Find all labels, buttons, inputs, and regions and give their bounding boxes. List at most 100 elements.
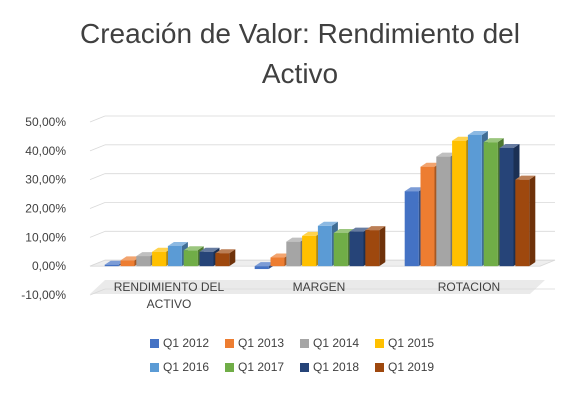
bar-top <box>286 237 307 242</box>
legend-item: Q1 2019 <box>375 360 450 374</box>
bar-top <box>136 252 157 257</box>
legend-swatch <box>225 338 234 348</box>
gridline-depth <box>89 202 106 209</box>
legend-label: Q1 2012 <box>163 336 210 350</box>
bar-front <box>515 179 530 267</box>
gridline-depth <box>89 230 106 238</box>
legend-label: Q1 2015 <box>388 336 435 350</box>
bar-front <box>183 250 198 267</box>
bar-top <box>436 152 457 157</box>
y-tick-label: -10,00% <box>21 288 66 302</box>
bar-top <box>499 143 520 148</box>
bar-top <box>404 187 425 192</box>
legend-label: Q1 2017 <box>238 360 285 374</box>
legend-item: Q1 2017 <box>225 360 300 374</box>
bar-top <box>333 229 354 234</box>
bar-top <box>349 227 370 232</box>
legend-swatch <box>150 362 159 372</box>
bar-top <box>302 231 323 236</box>
bar-front <box>215 253 230 267</box>
x-category-label: ROTACION <box>438 280 500 294</box>
bar-top <box>452 136 473 141</box>
bar-front <box>120 260 135 267</box>
bar-front <box>167 245 182 267</box>
bar-front <box>270 257 285 267</box>
legend-label: Q1 2014 <box>313 336 360 350</box>
bar-top <box>467 130 488 135</box>
bar-top <box>120 256 141 261</box>
legend-label: Q1 2016 <box>163 360 210 374</box>
bar-front <box>483 142 498 267</box>
gridline-depth <box>89 115 106 123</box>
bar-front <box>317 225 332 267</box>
bar <box>515 175 536 267</box>
bar-top <box>152 247 173 252</box>
bar-top <box>167 241 188 246</box>
legend-swatch <box>300 362 309 372</box>
bar-top <box>365 226 386 231</box>
bar-front <box>104 264 119 267</box>
bar-top <box>270 253 291 258</box>
y-tick-label: 50,00% <box>25 115 66 129</box>
x-category-label: MARGEN <box>293 280 346 294</box>
legend-label: Q1 2019 <box>388 360 435 374</box>
bar-top <box>483 138 504 143</box>
y-tick-label: 30,00% <box>25 173 66 187</box>
legend-item: Q1 2014 <box>300 336 375 350</box>
chart-title: Creación de Valor: Rendimiento del Activ… <box>80 18 520 89</box>
bar-front <box>152 251 167 267</box>
legend-swatch <box>225 362 234 372</box>
bar-front <box>136 256 151 267</box>
legend-swatch <box>150 338 159 348</box>
legend-item: Q1 2013 <box>225 336 300 350</box>
bar-front <box>302 235 317 267</box>
bar-top <box>515 175 536 180</box>
bar-front <box>365 230 380 267</box>
legend-item: Q1 2018 <box>300 360 375 374</box>
x-category-label: ACTIVO <box>147 297 192 311</box>
category-band <box>90 280 545 294</box>
gridline-depth <box>89 259 106 267</box>
bar-front <box>286 241 301 267</box>
legend-item: Q1 2012 <box>150 336 225 350</box>
bar-front <box>404 191 419 267</box>
bar-top <box>420 162 441 167</box>
legend-item: Q1 2015 <box>375 336 450 350</box>
legend-label: Q1 2013 <box>238 336 285 350</box>
bar <box>365 226 386 267</box>
bar-front <box>420 166 435 267</box>
bar-front <box>499 147 514 267</box>
bar-front <box>254 266 269 270</box>
legend-swatch <box>375 338 384 348</box>
legend-swatch <box>375 362 384 372</box>
gridline-depth <box>89 173 106 181</box>
legend-label: Q1 2018 <box>313 360 360 374</box>
y-tick-label: 40,00% <box>25 144 66 158</box>
bar <box>215 249 236 267</box>
bar-front <box>199 251 214 267</box>
y-tick-label: 10,00% <box>25 230 66 244</box>
bar-front <box>436 156 451 267</box>
legend-item: Q1 2016 <box>150 360 225 374</box>
bar-front <box>452 140 467 267</box>
x-category-label: RENDIMIENTO DEL <box>114 280 225 294</box>
bar-side <box>229 249 236 267</box>
bar-top <box>254 262 275 267</box>
bar-top <box>104 260 125 265</box>
bar-front <box>333 233 348 267</box>
legend-swatch <box>300 338 309 348</box>
bar-top <box>199 247 220 252</box>
chart-legend: Q1 2012 Q1 2013 Q1 2014 Q1 2015 Q1 2016 Q1 20… <box>150 336 450 374</box>
bar-top <box>183 246 204 251</box>
y-tick-label: 0,00% <box>32 259 66 273</box>
gridline-depth <box>89 144 106 152</box>
bar-front <box>349 231 364 267</box>
bar <box>199 247 220 267</box>
bar-top <box>215 249 236 254</box>
bar-side <box>529 175 536 267</box>
y-tick-label: 20,00% <box>25 202 66 216</box>
bar-side <box>379 226 386 267</box>
bar-top <box>317 221 338 226</box>
